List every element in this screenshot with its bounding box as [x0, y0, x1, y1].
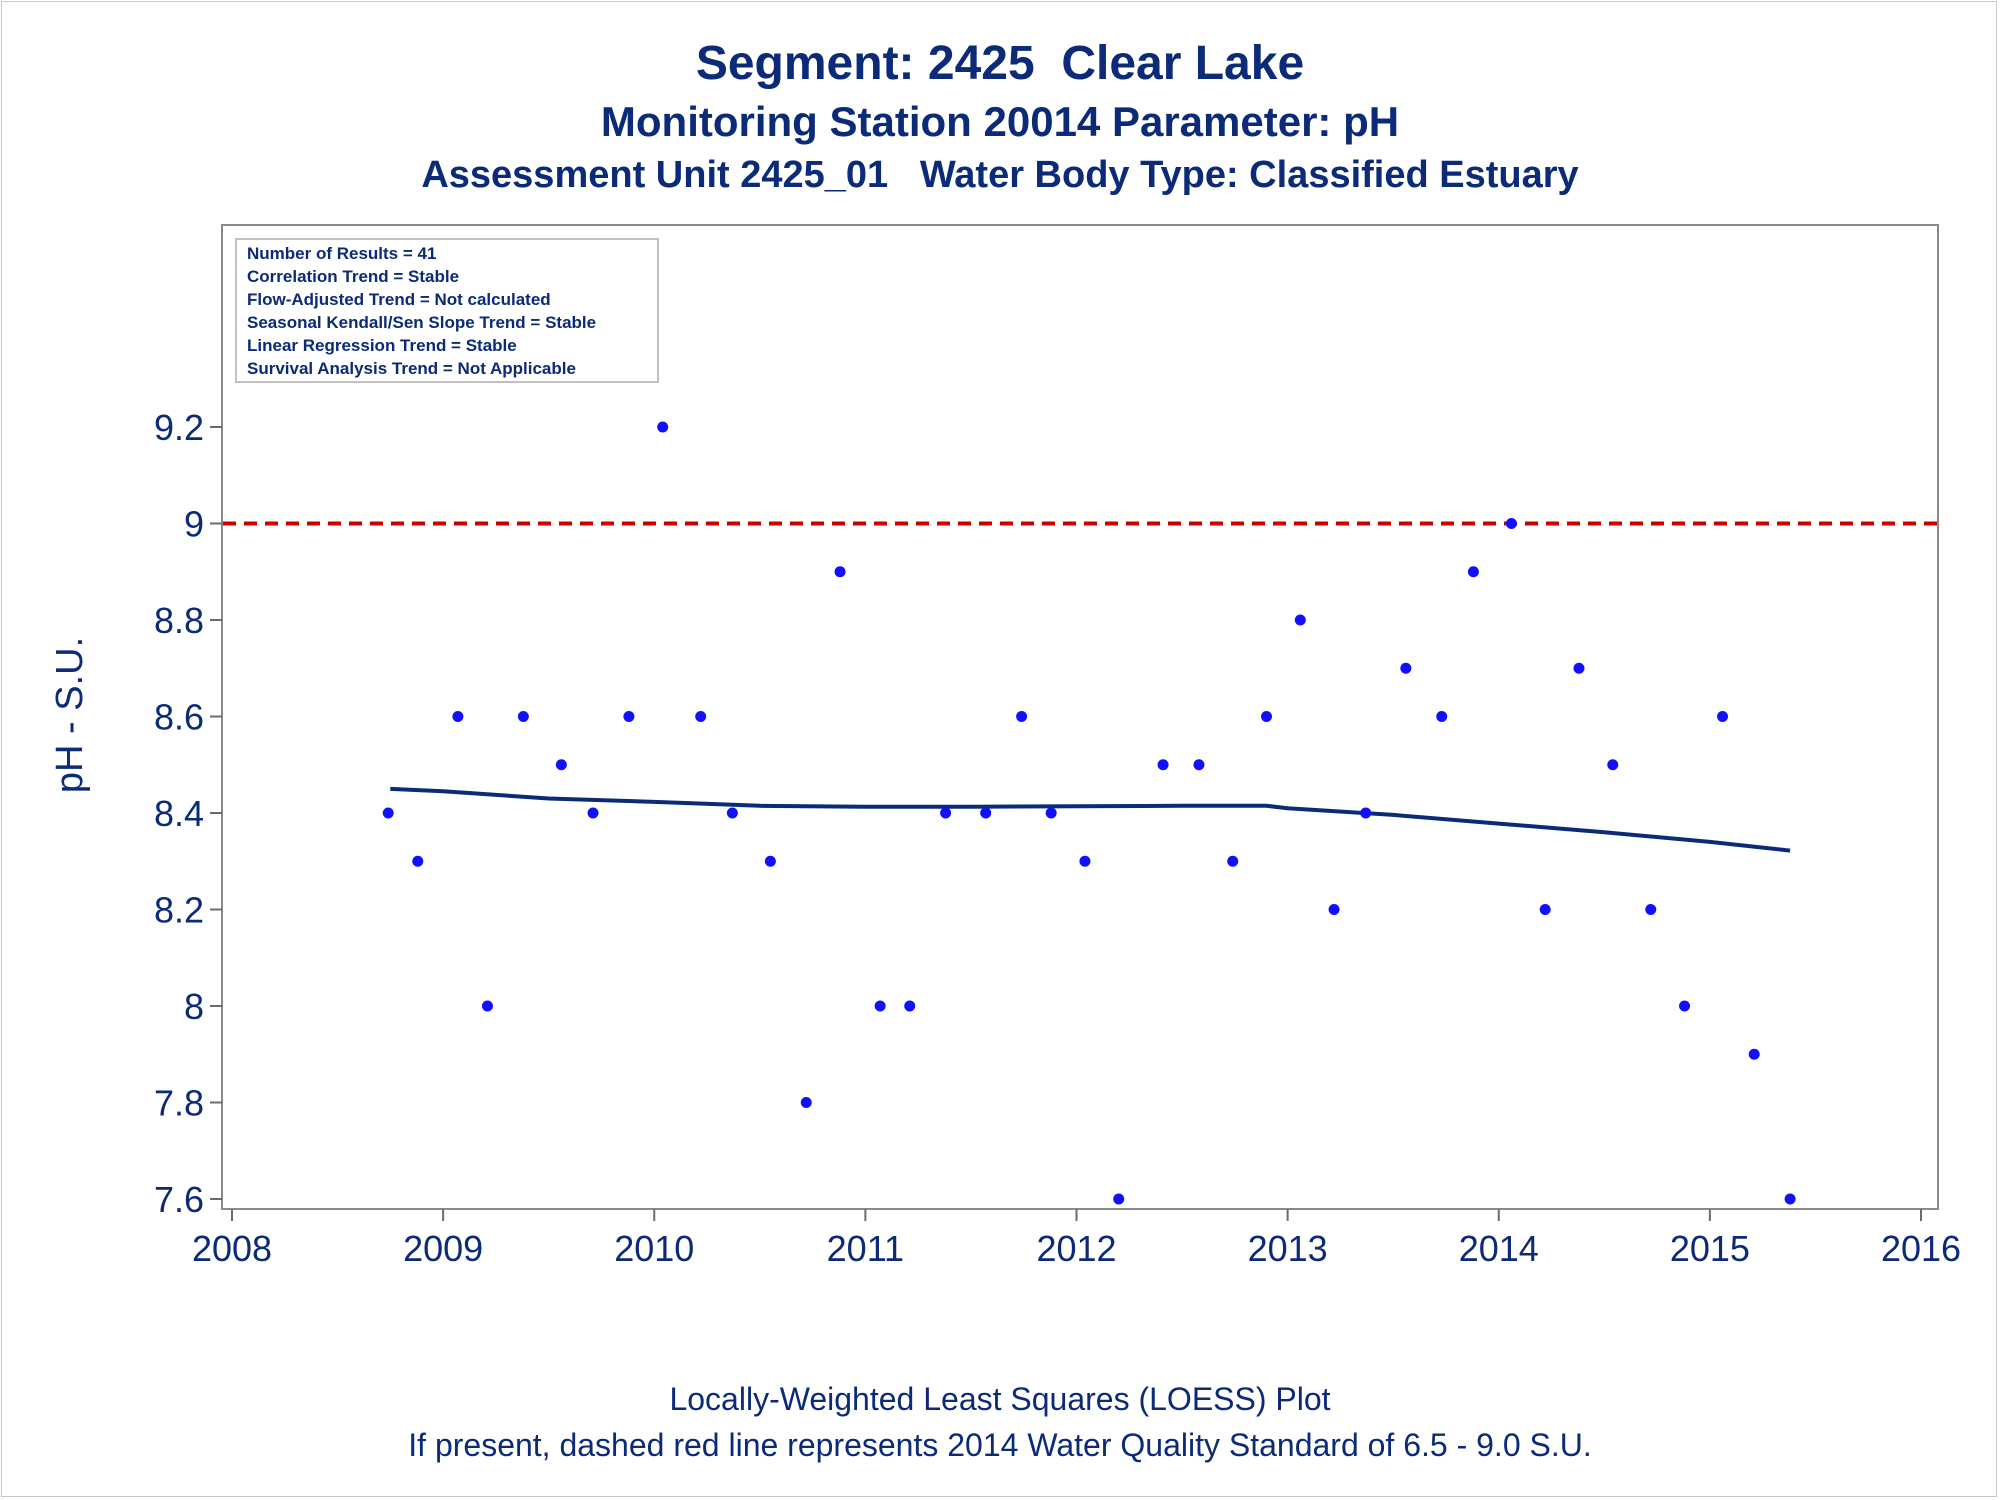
data-point — [1784, 1193, 1796, 1205]
data-point — [1400, 662, 1412, 674]
footnote-standard: If present, dashed red line represents 2… — [408, 1427, 1592, 1463]
data-point — [834, 566, 846, 578]
data-point — [904, 1000, 916, 1012]
x-tick-label: 2008 — [192, 1228, 272, 1269]
data-point — [1193, 759, 1205, 771]
data-point — [555, 759, 567, 771]
x-tick-label: 2013 — [1248, 1228, 1328, 1269]
footnote-loess: Locally-Weighted Least Squares (LOESS) P… — [669, 1381, 1331, 1417]
data-point — [623, 711, 635, 722]
data-point — [657, 421, 669, 433]
annotation-line: Correlation Trend = Stable — [247, 267, 459, 286]
data-point — [940, 807, 952, 819]
data-point — [1539, 904, 1551, 915]
y-tick-label: 8.8 — [154, 600, 204, 641]
annotation-line: Flow-Adjusted Trend = Not calculated — [247, 290, 551, 309]
data-point — [1227, 855, 1239, 867]
data-point — [1748, 1048, 1760, 1060]
y-tick-label: 9 — [184, 504, 204, 545]
data-point — [1645, 904, 1657, 915]
data-point — [1360, 807, 1372, 819]
data-point — [1607, 759, 1619, 771]
data-point — [382, 807, 394, 819]
data-point — [587, 807, 599, 819]
data-point — [1467, 566, 1479, 578]
data-point — [1505, 518, 1517, 529]
data-point — [1079, 855, 1091, 867]
data-point — [1016, 711, 1028, 722]
data-point — [1045, 807, 1057, 819]
y-tick-label: 8.6 — [154, 697, 204, 738]
data-point — [980, 807, 992, 819]
y-tick-label: 7.8 — [154, 1083, 204, 1124]
y-tick-label: 9.2 — [154, 407, 204, 448]
data-point — [1113, 1193, 1125, 1205]
data-point — [764, 855, 776, 867]
data-point — [412, 855, 424, 867]
annotation-box — [235, 238, 659, 383]
data-point — [695, 711, 707, 722]
data-point — [1157, 759, 1169, 771]
data-point — [726, 807, 738, 819]
annotation-line: Linear Regression Trend = Stable — [247, 336, 517, 355]
x-tick-label: 2011 — [827, 1228, 904, 1269]
y-tick-label: 8.2 — [154, 890, 204, 931]
data-point — [1436, 711, 1448, 722]
data-point — [1261, 711, 1273, 722]
annotation-line: Survival Analysis Trend = Not Applicable — [247, 359, 576, 378]
y-axis-label: pH - S.U. — [49, 637, 91, 793]
data-point — [1573, 662, 1585, 674]
y-tick-label: 7.6 — [154, 1179, 204, 1220]
loess-line — [390, 786, 1791, 853]
x-tick-label: 2014 — [1459, 1228, 1539, 1269]
y-tick-label: 8 — [184, 986, 204, 1027]
data-point — [481, 1000, 493, 1012]
annotation-line: Number of Results = 41 — [247, 244, 436, 263]
x-tick-label: 2015 — [1670, 1228, 1750, 1269]
data-point — [874, 1000, 886, 1012]
x-tick-label: 2010 — [614, 1228, 694, 1269]
data-point — [1328, 904, 1340, 915]
x-tick-label: 2016 — [1881, 1228, 1961, 1269]
chart-subtitle-2: Assessment Unit 2425_01 Water Body Type:… — [421, 154, 1579, 196]
y-tick-label: 8.4 — [154, 793, 204, 834]
annotation-line: Seasonal Kendall/Sen Slope Trend = Stabl… — [247, 313, 596, 332]
chart-subtitle: Monitoring Station 20014 Parameter: pH — [600, 98, 1400, 145]
data-point — [800, 1097, 812, 1108]
x-tick-label: 2009 — [403, 1228, 483, 1269]
data-point — [1717, 711, 1729, 722]
data-point — [1679, 1000, 1691, 1012]
chart-title: Segment: 2425 Clear Lake — [695, 37, 1305, 90]
data-point — [1294, 614, 1306, 626]
data-point — [517, 711, 529, 722]
data-point — [452, 711, 464, 722]
x-tick-label: 2012 — [1036, 1228, 1116, 1269]
